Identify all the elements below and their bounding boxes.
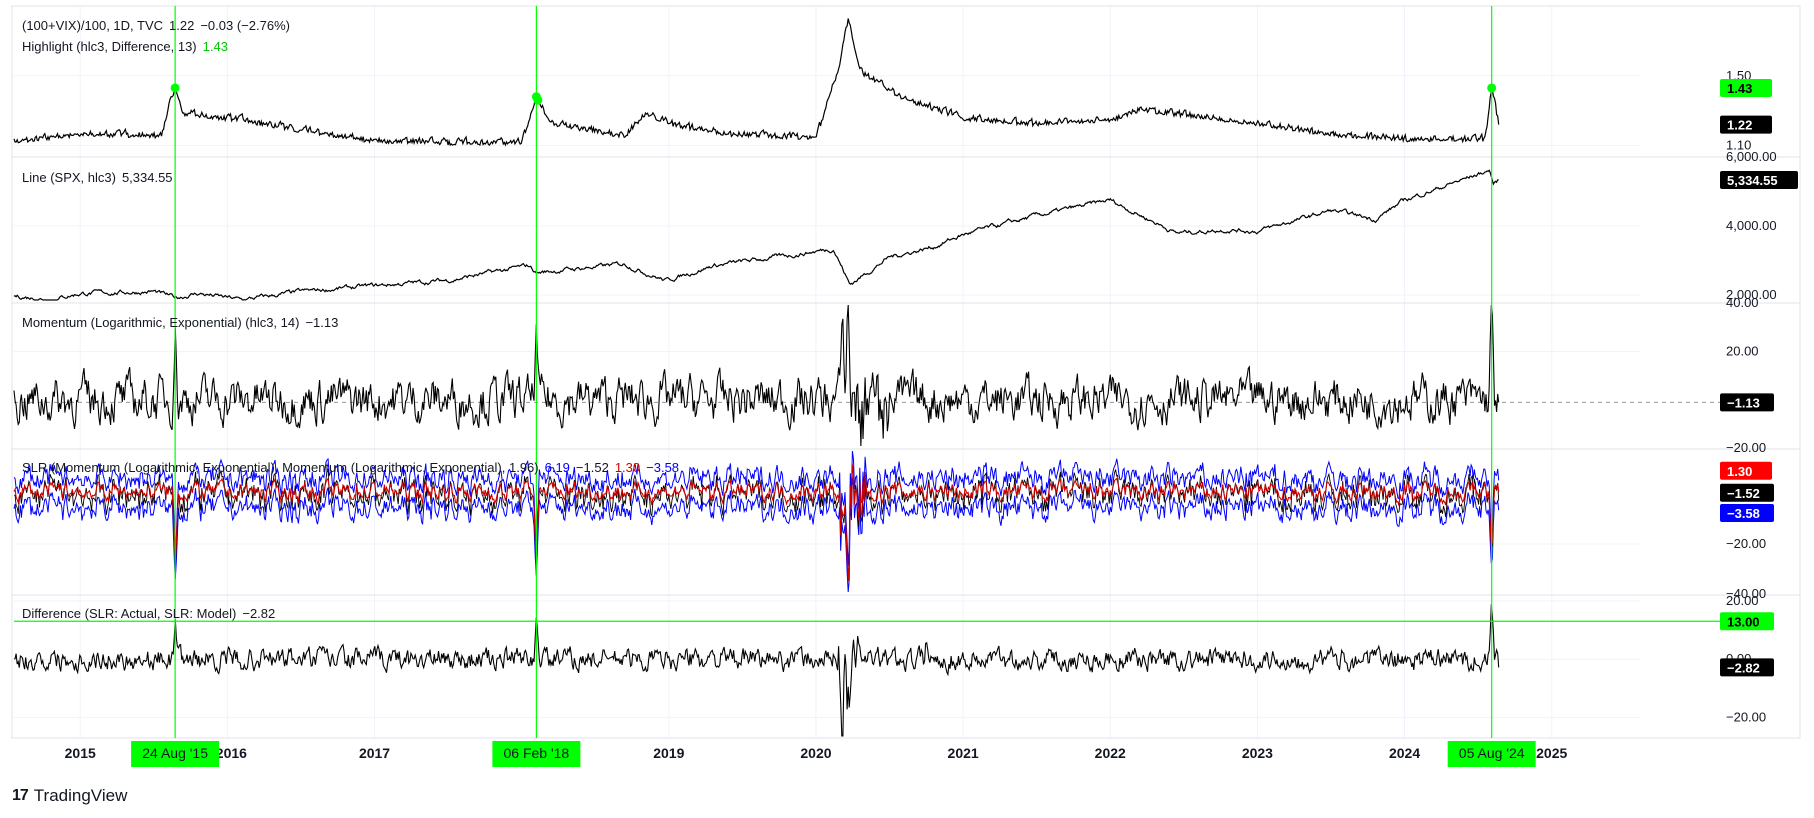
spx-last-value-label-text: 5,334.55 — [1727, 173, 1778, 188]
event-date-label-text: 06 Feb '18 — [504, 745, 570, 761]
y-axis-tick-label: 6,000.00 — [1726, 149, 1777, 164]
x-axis-tick-label: 2015 — [65, 745, 96, 761]
slr-lower-band-line[interactable] — [13, 477, 1500, 593]
vix-last-value-label[interactable]: 1.22 — [1720, 115, 1772, 134]
vix-last-value-label-text: 1.22 — [1727, 118, 1752, 133]
event-date-label[interactable]: 05 Aug '24 — [1447, 741, 1536, 767]
event-date-label-bg — [492, 741, 581, 767]
x-axis-tick-label: 2019 — [653, 745, 684, 761]
slr-model-value-label-text: 1.30 — [1727, 464, 1752, 479]
slr-actual-line[interactable] — [13, 465, 1500, 581]
vix-legend-change: −0.03 (−2.76%) — [200, 18, 290, 33]
spx-legend[interactable]: Line (SPX, hlc3) 5,334.55 — [22, 170, 173, 185]
momentum-legend-value: −1.13 — [305, 315, 338, 330]
y-axis-tick-label: 20.00 — [1726, 343, 1759, 358]
y-axis-tick-label: 2,000.00 — [1726, 287, 1777, 302]
difference-threshold-value-label-bg — [1720, 612, 1774, 631]
y-axis-tick-label: −20.00 — [1726, 440, 1766, 455]
y-axis-tick-label: 1.10 — [1726, 138, 1751, 153]
event-date-label-bg — [131, 741, 220, 767]
slr-lower-value-label-text: −3.58 — [1727, 506, 1760, 521]
spx-last-value-label[interactable]: 5,334.55 — [1720, 170, 1798, 189]
slr-model-value-label-bg — [1720, 461, 1772, 480]
spx-legend-value: 5,334.55 — [122, 170, 173, 185]
brand-name: TradingView — [33, 786, 128, 805]
spx-last-value-label-bg — [1720, 170, 1798, 189]
slr-upper-band-line[interactable] — [13, 451, 1500, 566]
slr-model-line[interactable] — [13, 464, 1500, 582]
x-axis-tick-label: 2017 — [359, 745, 390, 761]
vix-last-value-label-bg — [1720, 115, 1772, 134]
vix-series-line[interactable] — [13, 18, 1500, 147]
vix-highlight-value-label-bg — [1720, 78, 1772, 97]
vix-legend-line1[interactable]: (100+VIX)/100, 1D, TVC 1.22 −0.03 (−2.76%) — [22, 18, 290, 33]
momentum-series-line[interactable] — [13, 304, 1500, 447]
slr-legend-name: SLR (Momentum (Logarithmic, Exponential)… — [22, 460, 539, 475]
x-axis-tick-label: 2022 — [1095, 745, 1126, 761]
x-axis-tick-label: 2016 — [216, 745, 247, 761]
x-axis-tick-label: 2024 — [1389, 745, 1420, 761]
event-date-label-text: 05 Aug '24 — [1459, 745, 1525, 761]
difference-last-value-label-text: −2.82 — [1727, 660, 1760, 675]
vix-legend-name: (100+VIX)/100, 1D, TVC — [22, 18, 163, 33]
x-axis-tick-label: 2021 — [948, 745, 979, 761]
tradingview-logo-icon: 17 — [12, 787, 29, 804]
x-axis-tick-label: 2020 — [800, 745, 831, 761]
slr-lower-value-label[interactable]: −3.58 — [1720, 503, 1774, 522]
vix-legend-value: 1.22 — [169, 18, 194, 33]
y-axis-tick-label: −20.00 — [1726, 536, 1766, 551]
event-date-label-bg — [1447, 741, 1536, 767]
grid — [14, 6, 1640, 738]
event-date-label[interactable]: 24 Aug '15 — [131, 741, 220, 767]
y-axis-tick-label: −20.00 — [1726, 710, 1766, 725]
x-axis-tick-label: 2025 — [1536, 745, 1567, 761]
slr-legend-model: 1.30 — [615, 460, 640, 475]
vix-legend-line2[interactable]: Highlight (hlc3, Difference, 13) 1.43 — [22, 39, 228, 54]
slr-lower-value-label-bg — [1720, 503, 1774, 522]
momentum-last-value-label-text: −1.13 — [1727, 395, 1760, 410]
difference-threshold-value-label[interactable]: 13.00 — [1720, 612, 1774, 631]
difference-legend-name: Difference (SLR: Actual, SLR: Model) — [22, 606, 236, 621]
slr-legend-lower: −3.58 — [646, 460, 679, 475]
slr-actual-value-label-text: −1.52 — [1727, 486, 1760, 501]
chart-frame — [11, 5, 1801, 739]
slr-actual-value-label-bg — [1720, 483, 1774, 502]
vix-highlight-value-label-text: 1.43 — [1727, 81, 1752, 96]
momentum-legend[interactable]: Momentum (Logarithmic, Exponential) (hlc… — [22, 315, 338, 330]
event-date-label[interactable]: 06 Feb '18 — [492, 741, 581, 767]
momentum-legend-name: Momentum (Logarithmic, Exponential) (hlc… — [22, 315, 299, 330]
difference-threshold-value-label-text: 13.00 — [1727, 614, 1760, 629]
difference-last-value-label[interactable]: −2.82 — [1720, 658, 1774, 677]
highlight-legend-name: Highlight (hlc3, Difference, 13) — [22, 39, 197, 54]
spx-legend-name: Line (SPX, hlc3) — [22, 170, 116, 185]
slr-actual-value-label[interactable]: −1.52 — [1720, 483, 1774, 502]
event-date-label-text: 24 Aug '15 — [142, 745, 208, 761]
slr-legend-upper: 6.19 — [545, 460, 570, 475]
tradingview-branding[interactable]: 17 TradingView — [12, 786, 127, 806]
y-axis-tick-label: 4,000.00 — [1726, 218, 1777, 233]
spx-series-line[interactable] — [13, 169, 1499, 301]
vix-highlight-value-label[interactable]: 1.43 — [1720, 78, 1772, 97]
y-axis-tick-label: 40.00 — [1726, 295, 1759, 310]
highlight-legend-value: 1.43 — [203, 39, 228, 54]
highlight-point[interactable] — [533, 95, 543, 105]
y-axis-tick-label: 20.00 — [1726, 593, 1759, 608]
slr-legend-actual: −1.52 — [576, 460, 609, 475]
slr-legend[interactable]: SLR (Momentum (Logarithmic, Exponential)… — [22, 460, 679, 475]
x-axis-tick-label: 2023 — [1242, 745, 1273, 761]
momentum-last-value-label[interactable]: −1.13 — [1720, 393, 1774, 412]
difference-legend[interactable]: Difference (SLR: Actual, SLR: Model) −2.8… — [22, 606, 275, 621]
momentum-last-value-label-bg — [1720, 393, 1774, 412]
difference-last-value-label-bg — [1720, 658, 1774, 677]
slr-model-value-label[interactable]: 1.30 — [1720, 461, 1772, 480]
difference-series-line[interactable] — [13, 604, 1500, 737]
difference-legend-value: −2.82 — [242, 606, 275, 621]
y-axis-tick-label: −40.00 — [1726, 586, 1766, 601]
